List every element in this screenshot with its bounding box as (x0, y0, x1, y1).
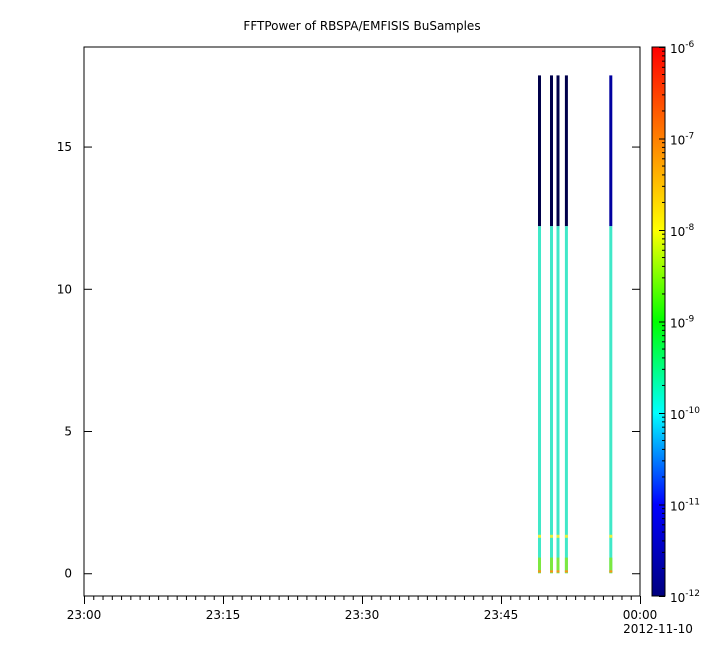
spectrum-segment-low (556, 557, 560, 574)
spectrum-segment (538, 75, 541, 227)
y-tick-label: 0 (64, 567, 72, 581)
spectrum-segment-low (556, 534, 560, 538)
colorbar-tick-label: 10-10 (670, 406, 700, 422)
spectrum-segment (538, 226, 541, 574)
spectrum-segment (609, 226, 613, 574)
spectrum-segment-low (538, 557, 541, 574)
spectrum-segment-low (550, 570, 553, 573)
colorbar-tick-label: 10-8 (670, 223, 695, 239)
colorbar-tick-label: 10-11 (670, 498, 700, 514)
colorbar-tick-label: 10-7 (670, 132, 694, 148)
spectrum-segment (550, 226, 553, 574)
spectrum-segment (556, 226, 560, 574)
spectrum-segment-low (550, 557, 553, 574)
spectrum-segment (564, 226, 568, 574)
spectrum-segment-low (538, 534, 541, 538)
spectrum-column-1 (538, 75, 541, 574)
x-tick-label: 00:00 (623, 608, 658, 622)
axes: 23:00 23:15 23:30 23:45 00:00 0 5 10 15 (57, 46, 658, 622)
x-tick-label: 23:45 (484, 608, 519, 622)
x-date-label: 2012-11-10 (623, 622, 693, 636)
spectrum-segment-low (609, 557, 613, 574)
spectrum-segment-low (609, 534, 613, 538)
colorbar-tick-label: 10-6 (670, 40, 695, 56)
spectrum-segment-low (538, 570, 541, 573)
colorbar-tick-label: 10-12 (670, 589, 700, 605)
spectrum-segment (556, 75, 560, 227)
chart-title: FFTPower of RBSPA/EMFISIS BuSamples (243, 19, 480, 33)
spectrum-segment-low (556, 570, 560, 573)
y-tick-label: 15 (57, 140, 72, 154)
colorbar-tick-label: 10-9 (670, 315, 695, 331)
spectrum-segment-low (550, 534, 553, 538)
spectrum-column-2 (550, 75, 553, 574)
spectrum-segment (550, 75, 553, 227)
spectrum-segment (564, 75, 568, 227)
spectrum-segment (609, 75, 613, 227)
x-tick-label: 23:15 (206, 608, 241, 622)
plot-area (538, 75, 613, 574)
spectrum-column-4 (564, 75, 568, 574)
spectrum-segment-low (564, 534, 568, 538)
y-tick-label: 5 (64, 425, 72, 439)
colorbar: 10-12 10-11 10-10 10-9 10-8 10-7 10-6 (651, 40, 700, 605)
spectrum-column-5 (609, 75, 613, 574)
spectrum-segment-low (564, 570, 568, 573)
spectrum-segment-low (609, 570, 613, 573)
x-tick-label: 23:00 (67, 608, 102, 622)
spectrum-column-3 (556, 75, 560, 574)
y-tick-label: 10 (57, 282, 72, 296)
x-tick-label: 23:30 (345, 608, 380, 622)
spectrum-segment-low (564, 557, 568, 574)
